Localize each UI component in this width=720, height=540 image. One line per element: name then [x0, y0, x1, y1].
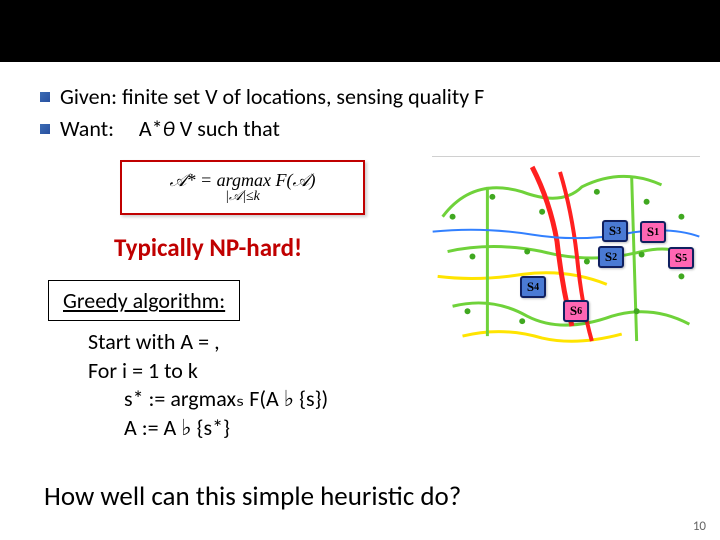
- algorithm-body: Start with A = , For i = 1 to k s* := ar…: [88, 328, 328, 442]
- formula-constraint: |𝒜|≤k: [169, 190, 315, 205]
- bullet-2-text: Want: A*θ V such that: [60, 114, 280, 144]
- slide-number: 10: [693, 519, 706, 534]
- sensor-s1: S1: [640, 221, 666, 243]
- formula-top: 𝒜* = argmax F(𝒜): [169, 171, 315, 190]
- bullet-1-text: Given: finite set V of locations, sensin…: [60, 82, 484, 112]
- title-overlay: Sensor placement: [0, 8, 183, 62]
- np-hard-label: Typically NP-hard!: [114, 232, 302, 263]
- sensor-s4: S4: [520, 276, 546, 298]
- algo-line-1: Start with A = ,: [88, 328, 328, 357]
- map-svg: [432, 157, 700, 356]
- map-graphic: [432, 156, 700, 356]
- bullet-list: Given: finite set V of locations, sensin…: [40, 82, 484, 145]
- sensor-s2: S2: [598, 246, 624, 268]
- bullet-icon: [40, 124, 50, 134]
- formula: 𝒜* = argmax F(𝒜) |𝒜|≤k: [169, 171, 315, 205]
- formula-box: 𝒜* = argmax F(𝒜) |𝒜|≤k: [120, 160, 365, 215]
- greedy-heading: Greedy algorithm:: [48, 280, 240, 321]
- sensor-s3: S3: [602, 220, 628, 242]
- bullet-2: Want: A*θ V such that: [40, 114, 484, 144]
- sensor-s6: S6: [563, 300, 589, 322]
- algo-line-4: A := A ♭ {s*}: [88, 414, 328, 443]
- bullet-icon: [40, 92, 50, 102]
- sensor-s5: S5: [668, 247, 694, 269]
- algo-line-2: For i = 1 to k: [88, 357, 328, 386]
- algo-line-3: s* := argmaxₛ F(A ♭ {s}): [88, 385, 328, 414]
- bullet-1: Given: finite set V of locations, sensin…: [40, 82, 484, 112]
- closing-question: How well can this simple heuristic do?: [44, 480, 461, 513]
